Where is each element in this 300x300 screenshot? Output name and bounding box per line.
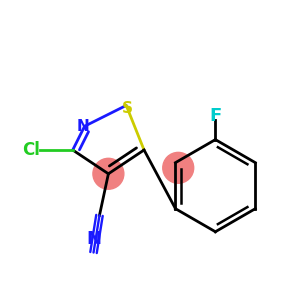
Text: F: F <box>209 107 221 125</box>
Text: N: N <box>86 230 101 248</box>
Text: Cl: Cl <box>22 141 40 159</box>
Circle shape <box>93 158 124 189</box>
Circle shape <box>163 152 194 183</box>
Text: N: N <box>77 119 89 134</box>
Text: S: S <box>122 101 133 116</box>
